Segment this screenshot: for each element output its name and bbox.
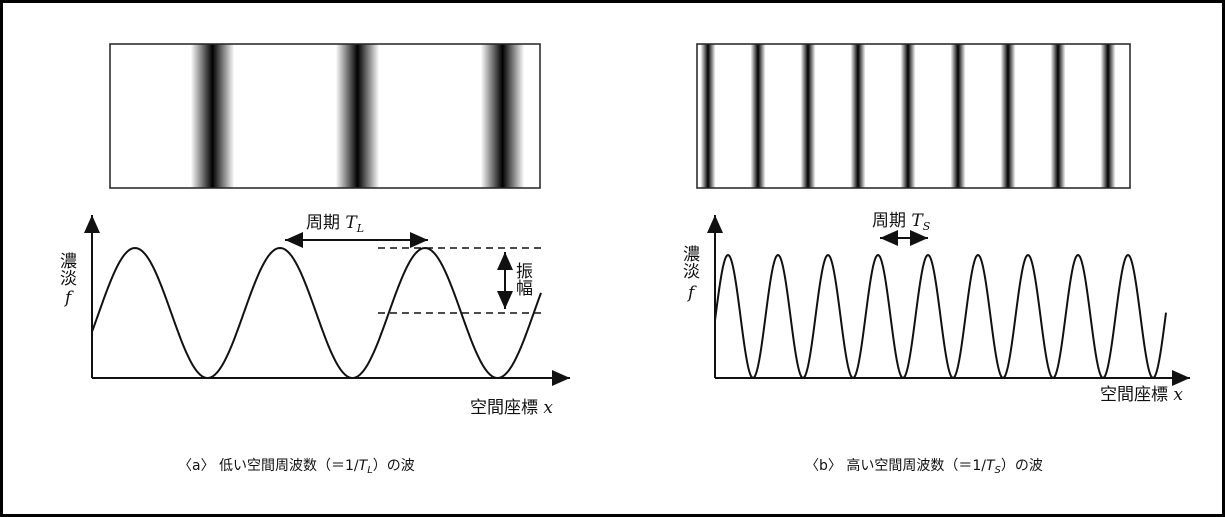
period-label: 周期 TS bbox=[872, 211, 931, 233]
wave bbox=[92, 248, 541, 378]
y-symbol: f bbox=[686, 283, 697, 303]
period-label: 周期 bbox=[306, 213, 340, 233]
caption-text: 〈b〉 高い空間周波数（＝1/ bbox=[805, 457, 986, 474]
y-symbol: f bbox=[63, 288, 74, 308]
y-label: 濃淡 bbox=[679, 245, 700, 279]
caption: 〈a〉 低い空間周波数（＝1/TL）の波 bbox=[178, 458, 415, 476]
diagram: 周期 TL 濃淡 f 振幅 空間座標 x 〈a〉 低い空間周波数（＝1/TL）の… bbox=[0, 0, 1225, 517]
x-label: 空間座標 bbox=[470, 398, 538, 418]
caption-text: ）の波 bbox=[1001, 458, 1043, 474]
amplitude-label: 振幅 bbox=[512, 262, 533, 296]
x-label: 空間座標 x bbox=[1100, 385, 1183, 405]
x-label: 空間座標 x bbox=[470, 398, 553, 418]
period-label: 周期 TL bbox=[306, 213, 364, 235]
period-subscript: S bbox=[923, 220, 931, 233]
caption-text: 〈a〉 低い空間周波数（＝1/ bbox=[178, 458, 359, 474]
period-subscript: L bbox=[356, 222, 364, 235]
wave bbox=[715, 255, 1166, 378]
stripe-image bbox=[110, 44, 540, 188]
x-symbol: x bbox=[1173, 385, 1183, 405]
x-symbol: x bbox=[543, 398, 553, 418]
caption: 〈b〉 高い空間周波数（＝1/TS）の波 bbox=[805, 457, 1043, 476]
y-label: 濃淡 bbox=[56, 252, 77, 286]
x-label: 空間座標 bbox=[1100, 385, 1168, 405]
caption-text: ）の波 bbox=[373, 458, 415, 474]
period-label: 周期 bbox=[872, 211, 906, 231]
stripe-image bbox=[697, 44, 1130, 188]
